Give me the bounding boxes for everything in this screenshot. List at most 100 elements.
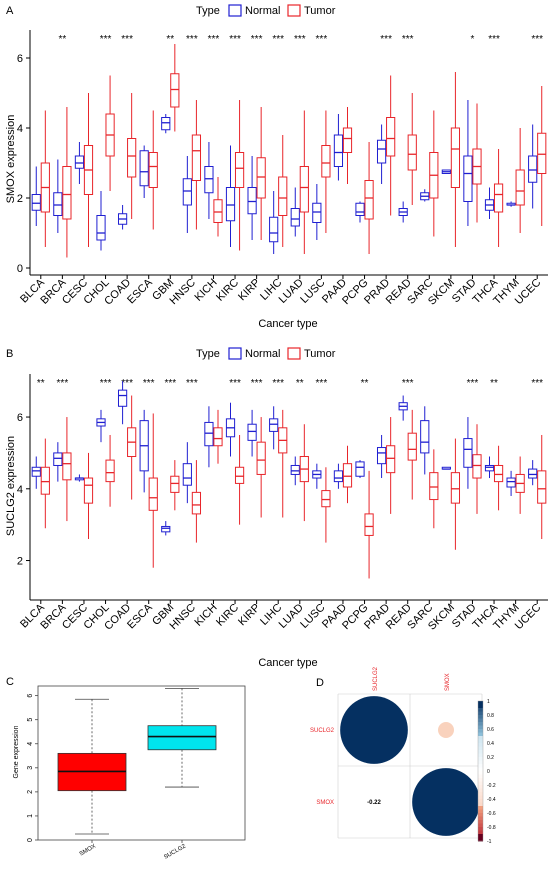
- colorbar-segment: [478, 813, 483, 817]
- panel-a-xlabel: Cancer type: [258, 318, 317, 330]
- significance-label: ***: [100, 34, 112, 45]
- significance-label: ***: [100, 378, 112, 389]
- significance-label: ***: [272, 378, 284, 389]
- colorbar-tick-label: 0.4: [487, 741, 494, 747]
- tumor-box: [191, 491, 202, 515]
- normal-box: [269, 216, 279, 243]
- tumor-box: [364, 180, 374, 220]
- colorbar-segment: [478, 767, 483, 772]
- normal-box: [312, 202, 322, 223]
- significance-label: **: [58, 34, 66, 45]
- tumor-box: [148, 477, 158, 511]
- colorbar-segment: [478, 809, 483, 814]
- tumor-box: [515, 169, 525, 206]
- colorbar-tick-label: 0: [487, 769, 490, 775]
- panel-b-legend: Type Normal Tumor: [196, 347, 336, 360]
- panel-b-xlabel: Cancer type: [258, 657, 317, 669]
- normal-box: [161, 117, 171, 131]
- significance-label: ***: [121, 378, 133, 389]
- colorbar-segment: [478, 746, 483, 751]
- tumor-box: [191, 134, 202, 181]
- y-tick-label: 3: [27, 766, 34, 770]
- significance-label: ***: [380, 34, 392, 45]
- colorbar-segment: [478, 718, 483, 723]
- tumor-box: [62, 166, 72, 220]
- tumor-box: [321, 490, 331, 508]
- tumor-box: [83, 477, 94, 504]
- colorbar-segment: [478, 771, 483, 775]
- colorbar-tick-label: -0.4: [487, 797, 496, 803]
- normal-box: [139, 150, 149, 187]
- significance-label: **: [37, 378, 45, 389]
- tumor-box: [450, 472, 461, 504]
- colorbar-segment: [478, 711, 483, 716]
- column-label: SMOX: [445, 673, 451, 691]
- normal-box: [420, 420, 430, 454]
- significance-label: ***: [229, 34, 241, 45]
- significance-label: ***: [488, 34, 500, 45]
- tumor-box: [256, 441, 266, 475]
- tumor-box: [213, 199, 223, 223]
- normal-box: [355, 202, 365, 216]
- normal-box: [182, 463, 192, 486]
- colorbar-segment: [478, 823, 483, 828]
- x-tick-label: KIRP: [236, 277, 263, 304]
- tumor-box: [342, 463, 353, 488]
- tumor-box: [537, 132, 547, 174]
- significance-label: ***: [164, 378, 176, 389]
- colorbar-segment: [478, 802, 483, 807]
- colorbar-tick-label: -0.8: [487, 825, 496, 831]
- significance-label: ***: [402, 378, 414, 389]
- significance-label: **: [296, 378, 304, 389]
- y-tick-label: 6: [17, 412, 23, 424]
- tumor-box: [213, 427, 223, 447]
- legend-tumor-swatch: [287, 4, 301, 17]
- y-tick-label: 0: [17, 263, 23, 275]
- normal-box: [53, 192, 63, 216]
- tumor-box: [234, 466, 245, 484]
- normal-box: [333, 134, 344, 167]
- correlation-circle: [412, 768, 480, 836]
- significance-label: ***: [57, 378, 69, 389]
- tumor-box: [278, 176, 288, 216]
- normal-box: [506, 477, 516, 488]
- tumor-box: [364, 513, 374, 536]
- colorbar-tick-label: 1: [487, 699, 490, 705]
- legend-normal-label: Normal: [245, 5, 280, 17]
- legend-tumor-swatch: [287, 347, 301, 360]
- tumor-box: [493, 183, 504, 213]
- tumor-box: [407, 432, 417, 461]
- tumor-box: [386, 445, 396, 474]
- colorbar-segment: [478, 788, 483, 793]
- colorbar-segment: [478, 725, 483, 730]
- colorbar-segment: [478, 816, 483, 821]
- panel-b-chart: 246BLCA**BRCA***CESCCHOL***COAD***ESCA**…: [17, 374, 548, 633]
- significance-label: ***: [143, 378, 155, 389]
- colorbar-segment: [478, 732, 483, 737]
- significance-label: ***: [251, 378, 263, 389]
- x-tick-label: KICH: [193, 602, 220, 629]
- normal-box: [31, 466, 41, 477]
- correlation-circle: [340, 696, 408, 764]
- legend-title: Type: [196, 348, 220, 360]
- colorbar-segment: [478, 830, 483, 835]
- colorbar-segment: [478, 778, 483, 782]
- colorbar-segment: [478, 701, 483, 705]
- panel-a-letter: A: [6, 5, 14, 17]
- colorbar-segment: [478, 764, 483, 768]
- plot-border: [37, 685, 246, 841]
- tumor-box: [170, 475, 180, 493]
- colorbar-segment: [478, 739, 483, 744]
- legend-title: Type: [196, 5, 220, 17]
- colorbar-segment: [478, 785, 483, 789]
- row-label: SUCLG2: [310, 728, 335, 734]
- normal-box: [182, 178, 192, 206]
- significance-label: ***: [121, 34, 133, 45]
- legend-normal-swatch: [228, 4, 242, 17]
- tumor-box: [342, 127, 353, 153]
- colorbar-segment: [478, 753, 483, 758]
- tumor-box: [256, 157, 266, 199]
- normal-box: [74, 155, 85, 169]
- normal-box: [53, 452, 63, 466]
- colorbar-segment: [478, 792, 483, 796]
